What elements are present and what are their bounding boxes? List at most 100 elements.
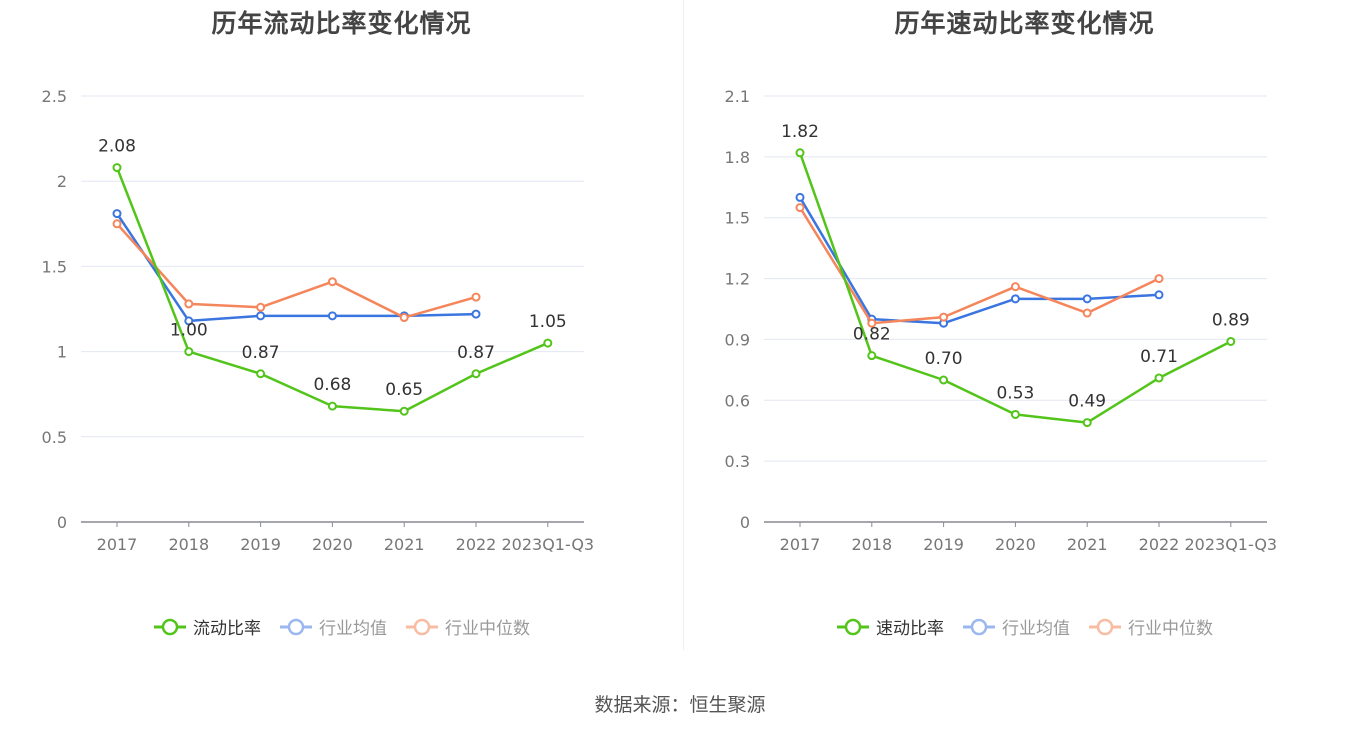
data-point[interactable]: [184, 347, 194, 357]
data-point[interactable]: [1082, 308, 1092, 318]
legend-line-marker-icon: [1089, 618, 1121, 635]
data-label: 0.49: [1068, 392, 1106, 412]
data-point[interactable]: [256, 311, 266, 321]
data-point[interactable]: [256, 369, 266, 379]
series-line: [798, 196, 1160, 325]
chart-title: 历年流动比率变化情况: [211, 9, 472, 38]
legend-item[interactable]: 行业均值: [279, 614, 387, 639]
y-tick-label: 0.9: [725, 330, 750, 349]
data-point[interactable]: [1226, 336, 1236, 346]
data-point[interactable]: [184, 316, 194, 326]
legend-label: 速动比率: [876, 619, 944, 639]
data-point[interactable]: [1010, 294, 1020, 304]
x-tick-label: 2020: [312, 535, 353, 554]
legend-line-marker-icon: [837, 618, 869, 635]
x-tick-label: 2019: [923, 535, 964, 554]
data-label: 0.68: [313, 375, 351, 395]
x-tick-label: 2022: [1139, 535, 1180, 554]
y-tick-label: 2.5: [42, 87, 67, 106]
data-point[interactable]: [867, 351, 877, 361]
series-line: [798, 206, 1160, 325]
data-label: 1.05: [529, 312, 567, 332]
data-point[interactable]: [543, 338, 553, 348]
chart-title: 历年速动比率变化情况: [894, 9, 1155, 38]
y-tick-label: 1.2: [725, 270, 750, 289]
data-label: 0.87: [457, 343, 495, 363]
data-label: 0.71: [1140, 347, 1178, 367]
y-tick-label: 0: [57, 513, 67, 532]
x-tick-label: 2021: [384, 535, 425, 554]
current-ratio-chart: 0 0.5 1 1.5 2 2.5 2017 2018 2019 2020 2021 2022 2023…: [42, 87, 595, 554]
data-point[interactable]: [184, 299, 194, 309]
series-line: [116, 222, 477, 319]
data-point[interactable]: [795, 203, 805, 213]
x-tick-label: 2020: [995, 535, 1036, 554]
x-tick-label: 2019: [240, 535, 281, 554]
quick-ratio-panel: 历年速动比率变化情况 0 0.3 0.6 0.9 1.2 1.5 1.8 2.1 2017 201…: [683, 0, 1360, 660]
x-tick-label: 2017: [780, 535, 821, 554]
data-point[interactable]: [1082, 418, 1092, 428]
data-point[interactable]: [1154, 274, 1164, 284]
data-label: 0.89: [1212, 310, 1250, 330]
data-point[interactable]: [399, 406, 409, 416]
y-tick-label: 1.5: [42, 257, 67, 276]
panel-divider: [683, 0, 684, 650]
y-tick-label: 1.8: [725, 148, 750, 167]
x-tick-label: 2022: [456, 535, 497, 554]
data-point[interactable]: [1010, 409, 1020, 419]
data-point[interactable]: [795, 192, 805, 202]
data-point[interactable]: [112, 209, 122, 219]
x-tick-label: 2018: [168, 535, 209, 554]
legend-label: 行业均值: [1002, 619, 1070, 639]
data-point[interactable]: [256, 302, 266, 312]
x-tick-label: 2023Q1-Q3: [501, 535, 594, 554]
data-point[interactable]: [939, 312, 949, 322]
legend-label: 行业均值: [319, 619, 387, 639]
data-point[interactable]: [1010, 282, 1020, 292]
legend-line-marker-icon: [154, 618, 186, 635]
legend: 速动比率 行业均值 行业中位数: [683, 614, 1360, 639]
data-point[interactable]: [327, 311, 337, 321]
data-point[interactable]: [112, 219, 122, 229]
data-label: 0.87: [242, 343, 280, 363]
data-point[interactable]: [471, 292, 481, 302]
data-label: 0.82: [853, 325, 891, 345]
y-tick-label: 0.6: [725, 391, 750, 410]
data-point[interactable]: [399, 313, 409, 323]
legend-item[interactable]: 流动比率: [153, 614, 261, 639]
y-tick-label: 2: [57, 172, 67, 191]
data-label: 1.82: [781, 122, 819, 142]
data-point[interactable]: [327, 401, 337, 411]
legend-item[interactable]: 速动比率: [836, 614, 944, 639]
data-point[interactable]: [471, 369, 481, 379]
data-point[interactable]: [1082, 294, 1092, 304]
legend-item[interactable]: 行业均值: [962, 614, 1070, 639]
data-label: 2.08: [98, 137, 136, 157]
y-tick-label: 0: [740, 513, 750, 532]
y-tick-label: 1: [57, 343, 67, 362]
data-point[interactable]: [795, 148, 805, 158]
data-point[interactable]: [112, 163, 122, 173]
data-point[interactable]: [1154, 373, 1164, 383]
data-label: 0.70: [925, 349, 963, 369]
data-point[interactable]: [1154, 290, 1164, 300]
current-ratio-panel: 历年流动比率变化情况 0 0.5 1 1.5 2 2.5 2017 2018 2019 2020 2…: [0, 0, 683, 660]
legend-item[interactable]: 行业中位数: [405, 614, 530, 639]
y-tick-label: 0.5: [42, 428, 67, 447]
quick-ratio-chart: 0 0.3 0.6 0.9 1.2 1.5 1.8 2.1 2017 2018 2019 2020 20…: [725, 87, 1278, 554]
legend-label: 行业中位数: [1128, 619, 1213, 639]
legend-item[interactable]: 行业中位数: [1088, 614, 1213, 639]
data-label: 0.53: [996, 383, 1034, 403]
legend-line-marker-icon: [406, 618, 438, 635]
data-label: 0.65: [385, 380, 423, 400]
x-tick-label: 2023Q1-Q3: [1184, 535, 1277, 554]
data-point[interactable]: [867, 318, 877, 328]
series-line: [115, 212, 477, 323]
legend-label: 流动比率: [193, 619, 261, 639]
y-tick-label: 1.5: [725, 209, 750, 228]
legend-line-marker-icon: [280, 618, 312, 635]
x-tick-label: 2021: [1067, 535, 1108, 554]
data-point[interactable]: [939, 375, 949, 385]
data-point[interactable]: [327, 277, 337, 287]
data-point[interactable]: [471, 309, 481, 319]
